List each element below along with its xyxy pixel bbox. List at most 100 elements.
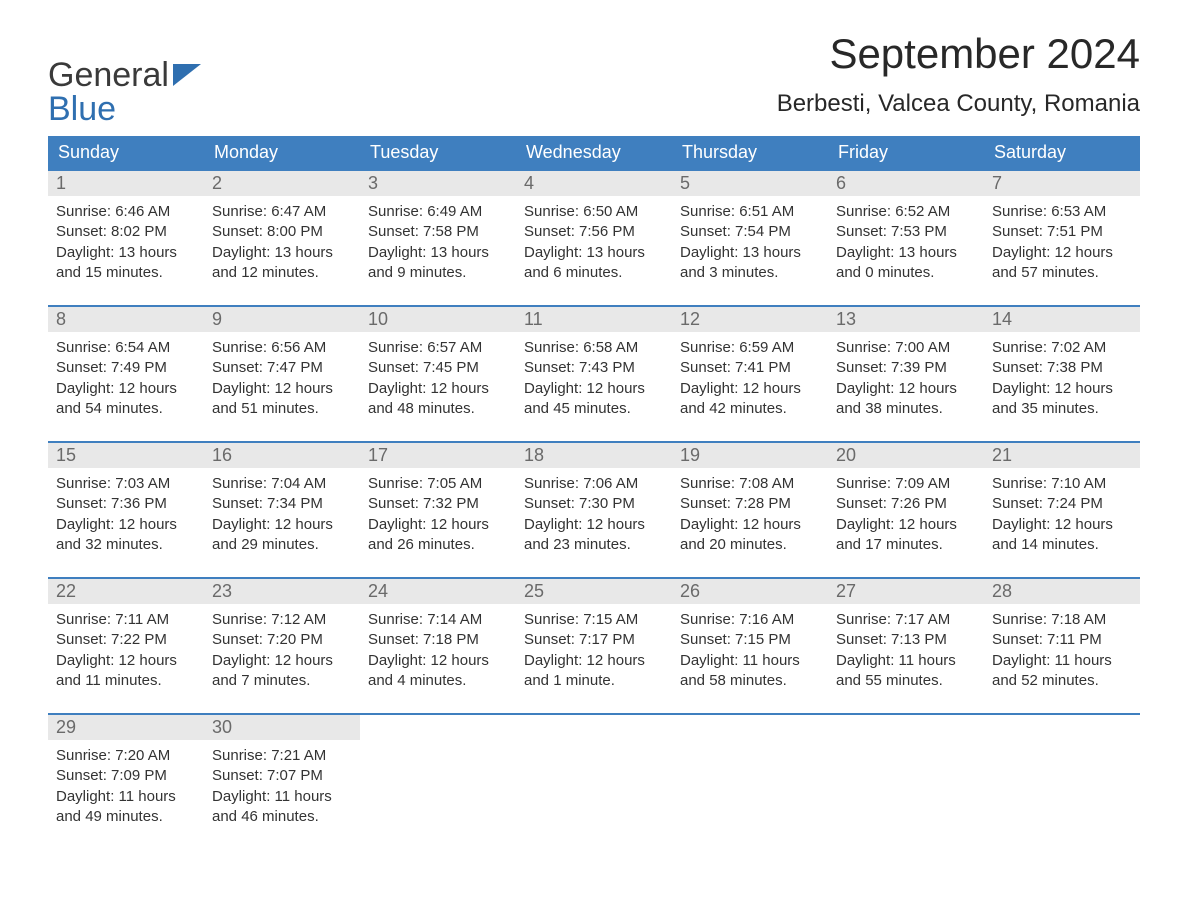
day-line-d1: Daylight: 12 hours bbox=[368, 379, 508, 399]
day-number: 29 bbox=[48, 715, 204, 740]
day-line-d2: and 57 minutes. bbox=[992, 263, 1132, 283]
day-body: Sunrise: 6:51 AMSunset: 7:54 PMDaylight:… bbox=[672, 196, 828, 287]
day-line-ss: Sunset: 7:34 PM bbox=[212, 494, 352, 514]
page-header: General Blue September 2024 Berbesti, Va… bbox=[48, 30, 1140, 126]
day-line-d2: and 14 minutes. bbox=[992, 535, 1132, 555]
day-body: Sunrise: 7:21 AMSunset: 7:07 PMDaylight:… bbox=[204, 740, 360, 831]
day-line-d2: and 51 minutes. bbox=[212, 399, 352, 419]
day-cell: 25Sunrise: 7:15 AMSunset: 7:17 PMDayligh… bbox=[516, 579, 672, 695]
day-line-d2: and 6 minutes. bbox=[524, 263, 664, 283]
day-line-sr: Sunrise: 7:06 AM bbox=[524, 474, 664, 494]
day-line-sr: Sunrise: 7:08 AM bbox=[680, 474, 820, 494]
day-body: Sunrise: 7:15 AMSunset: 7:17 PMDaylight:… bbox=[516, 604, 672, 695]
day-number: 16 bbox=[204, 443, 360, 468]
day-number: 20 bbox=[828, 443, 984, 468]
day-line-sr: Sunrise: 7:10 AM bbox=[992, 474, 1132, 494]
day-cell: 14Sunrise: 7:02 AMSunset: 7:38 PMDayligh… bbox=[984, 307, 1140, 423]
day-line-d2: and 29 minutes. bbox=[212, 535, 352, 555]
day-line-d1: Daylight: 11 hours bbox=[680, 651, 820, 671]
day-line-sr: Sunrise: 6:49 AM bbox=[368, 202, 508, 222]
day-cell: 21Sunrise: 7:10 AMSunset: 7:24 PMDayligh… bbox=[984, 443, 1140, 559]
dow-wednesday: Wednesday bbox=[516, 136, 672, 169]
day-line-d2: and 55 minutes. bbox=[836, 671, 976, 691]
day-cell: 23Sunrise: 7:12 AMSunset: 7:20 PMDayligh… bbox=[204, 579, 360, 695]
day-line-ss: Sunset: 7:28 PM bbox=[680, 494, 820, 514]
day-line-d1: Daylight: 12 hours bbox=[56, 379, 196, 399]
day-line-d2: and 4 minutes. bbox=[368, 671, 508, 691]
day-line-ss: Sunset: 7:54 PM bbox=[680, 222, 820, 242]
day-line-ss: Sunset: 8:02 PM bbox=[56, 222, 196, 242]
day-line-ss: Sunset: 7:49 PM bbox=[56, 358, 196, 378]
day-cell: 27Sunrise: 7:17 AMSunset: 7:13 PMDayligh… bbox=[828, 579, 984, 695]
day-line-d1: Daylight: 11 hours bbox=[836, 651, 976, 671]
week-row: 1Sunrise: 6:46 AMSunset: 8:02 PMDaylight… bbox=[48, 169, 1140, 287]
day-line-sr: Sunrise: 7:00 AM bbox=[836, 338, 976, 358]
day-body: Sunrise: 7:02 AMSunset: 7:38 PMDaylight:… bbox=[984, 332, 1140, 423]
day-line-sr: Sunrise: 7:15 AM bbox=[524, 610, 664, 630]
day-cell: 17Sunrise: 7:05 AMSunset: 7:32 PMDayligh… bbox=[360, 443, 516, 559]
day-line-ss: Sunset: 7:18 PM bbox=[368, 630, 508, 650]
day-number: 23 bbox=[204, 579, 360, 604]
day-line-ss: Sunset: 7:43 PM bbox=[524, 358, 664, 378]
day-line-sr: Sunrise: 6:57 AM bbox=[368, 338, 508, 358]
day-line-d1: Daylight: 12 hours bbox=[56, 651, 196, 671]
day-line-d2: and 32 minutes. bbox=[56, 535, 196, 555]
day-line-d1: Daylight: 12 hours bbox=[212, 651, 352, 671]
day-cell: 1Sunrise: 6:46 AMSunset: 8:02 PMDaylight… bbox=[48, 171, 204, 287]
day-line-d2: and 20 minutes. bbox=[680, 535, 820, 555]
day-body: Sunrise: 7:04 AMSunset: 7:34 PMDaylight:… bbox=[204, 468, 360, 559]
day-line-d2: and 0 minutes. bbox=[836, 263, 976, 283]
day-body: Sunrise: 6:50 AMSunset: 7:56 PMDaylight:… bbox=[516, 196, 672, 287]
week-row: 22Sunrise: 7:11 AMSunset: 7:22 PMDayligh… bbox=[48, 577, 1140, 695]
day-line-ss: Sunset: 7:39 PM bbox=[836, 358, 976, 378]
day-line-ss: Sunset: 7:45 PM bbox=[368, 358, 508, 378]
day-cell: 7Sunrise: 6:53 AMSunset: 7:51 PMDaylight… bbox=[984, 171, 1140, 287]
day-body: Sunrise: 6:47 AMSunset: 8:00 PMDaylight:… bbox=[204, 196, 360, 287]
day-line-d1: Daylight: 12 hours bbox=[524, 651, 664, 671]
day-number: 30 bbox=[204, 715, 360, 740]
day-line-sr: Sunrise: 7:11 AM bbox=[56, 610, 196, 630]
day-cell: 8Sunrise: 6:54 AMSunset: 7:49 PMDaylight… bbox=[48, 307, 204, 423]
week-row: 29Sunrise: 7:20 AMSunset: 7:09 PMDayligh… bbox=[48, 713, 1140, 831]
day-line-d1: Daylight: 12 hours bbox=[992, 379, 1132, 399]
day-line-d2: and 48 minutes. bbox=[368, 399, 508, 419]
day-line-ss: Sunset: 7:22 PM bbox=[56, 630, 196, 650]
dow-saturday: Saturday bbox=[984, 136, 1140, 169]
day-line-sr: Sunrise: 7:12 AM bbox=[212, 610, 352, 630]
day-cell: 20Sunrise: 7:09 AMSunset: 7:26 PMDayligh… bbox=[828, 443, 984, 559]
day-body: Sunrise: 7:17 AMSunset: 7:13 PMDaylight:… bbox=[828, 604, 984, 695]
day-number: 12 bbox=[672, 307, 828, 332]
day-line-ss: Sunset: 7:07 PM bbox=[212, 766, 352, 786]
dow-sunday: Sunday bbox=[48, 136, 204, 169]
day-line-ss: Sunset: 7:58 PM bbox=[368, 222, 508, 242]
day-cell: 26Sunrise: 7:16 AMSunset: 7:15 PMDayligh… bbox=[672, 579, 828, 695]
day-cell: 28Sunrise: 7:18 AMSunset: 7:11 PMDayligh… bbox=[984, 579, 1140, 695]
day-line-d2: and 3 minutes. bbox=[680, 263, 820, 283]
day-number: 15 bbox=[48, 443, 204, 468]
day-line-sr: Sunrise: 7:14 AM bbox=[368, 610, 508, 630]
day-line-d1: Daylight: 12 hours bbox=[212, 515, 352, 535]
logo-part1: General bbox=[48, 56, 169, 94]
day-line-d1: Daylight: 12 hours bbox=[368, 651, 508, 671]
dow-thursday: Thursday bbox=[672, 136, 828, 169]
day-number: 27 bbox=[828, 579, 984, 604]
day-line-sr: Sunrise: 6:59 AM bbox=[680, 338, 820, 358]
day-line-d1: Daylight: 12 hours bbox=[56, 515, 196, 535]
day-number: 10 bbox=[360, 307, 516, 332]
day-line-d1: Daylight: 13 hours bbox=[680, 243, 820, 263]
day-line-d2: and 1 minute. bbox=[524, 671, 664, 691]
logo: General Blue bbox=[48, 30, 201, 126]
day-body: Sunrise: 7:03 AMSunset: 7:36 PMDaylight:… bbox=[48, 468, 204, 559]
day-line-sr: Sunrise: 7:04 AM bbox=[212, 474, 352, 494]
day-body: Sunrise: 6:46 AMSunset: 8:02 PMDaylight:… bbox=[48, 196, 204, 287]
day-body: Sunrise: 7:06 AMSunset: 7:30 PMDaylight:… bbox=[516, 468, 672, 559]
day-body: Sunrise: 6:58 AMSunset: 7:43 PMDaylight:… bbox=[516, 332, 672, 423]
day-line-d1: Daylight: 13 hours bbox=[524, 243, 664, 263]
day-line-d1: Daylight: 12 hours bbox=[992, 243, 1132, 263]
day-line-d1: Daylight: 12 hours bbox=[992, 515, 1132, 535]
day-line-sr: Sunrise: 7:09 AM bbox=[836, 474, 976, 494]
day-number: 7 bbox=[984, 171, 1140, 196]
day-line-sr: Sunrise: 7:21 AM bbox=[212, 746, 352, 766]
day-line-d1: Daylight: 11 hours bbox=[56, 787, 196, 807]
day-line-ss: Sunset: 7:41 PM bbox=[680, 358, 820, 378]
